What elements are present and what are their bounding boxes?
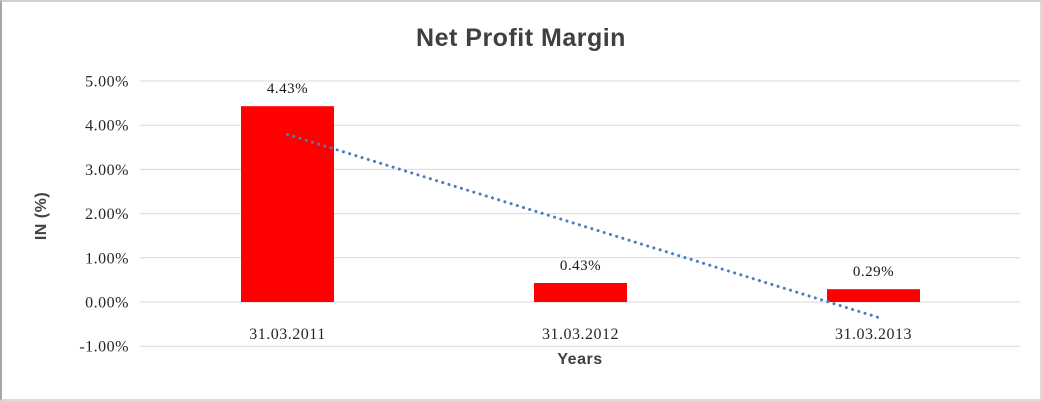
bar-31.03.2011 xyxy=(241,106,334,302)
y-axis-tick-label: 4.00% xyxy=(85,118,129,135)
category-label: 31.03.2012 xyxy=(542,326,619,343)
y-axis-tick-label: -1.00% xyxy=(79,339,129,356)
y-axis-tick-label: 5.00% xyxy=(85,74,129,91)
bar-data-label: 0.29% xyxy=(853,264,894,280)
y-axis-tick-label: 1.00% xyxy=(85,250,129,267)
y-axis-tick-label: 0.00% xyxy=(85,295,129,312)
bar-data-label: 0.43% xyxy=(560,258,601,274)
bar-31.03.2012 xyxy=(534,282,627,302)
bar-31.03.2013 xyxy=(827,289,920,302)
bar-data-label: 4.43% xyxy=(267,81,308,97)
y-axis-tick-label: 3.00% xyxy=(85,162,129,179)
category-label: 31.03.2011 xyxy=(249,326,325,343)
y-axis-tick-label: 2.00% xyxy=(85,206,129,223)
x-axis-title: Years xyxy=(557,351,603,368)
chart-title: Net Profit Margin xyxy=(416,24,626,52)
trendline xyxy=(286,132,880,319)
category-label: 31.03.2013 xyxy=(835,326,912,343)
